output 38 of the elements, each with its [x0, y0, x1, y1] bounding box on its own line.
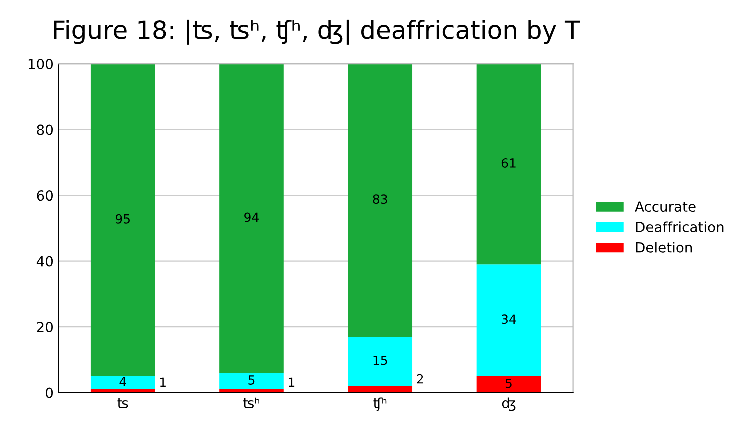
y-tick-label: 60: [37, 190, 54, 202]
data-label: 2: [417, 374, 424, 384]
bar: [348, 336, 413, 386]
bar: [476, 376, 542, 393]
x-tick-label: ʦ: [118, 398, 128, 408]
bar: [476, 264, 542, 376]
data-label: 83: [373, 194, 388, 204]
x-tick-label: ʦʰ: [244, 398, 260, 408]
bar: [348, 386, 413, 393]
bar: [220, 373, 284, 390]
data-label: 5: [506, 378, 512, 388]
y-tick-label: 100: [28, 59, 54, 70]
x-tick-label: ʧʰ: [374, 398, 387, 412]
bar: [220, 64, 284, 374]
bar: [348, 64, 413, 337]
bar: [90, 376, 156, 390]
chart-title: Figure 18: |ʦ, ʦʰ, ʧʰ, ʤ| deaffrication by T: [54, 20, 580, 45]
bar: [476, 64, 542, 265]
legend-label: Deaffrication: [636, 222, 724, 232]
legend-label: Accurate: [635, 202, 696, 212]
y-tick-label: 20: [37, 322, 54, 333]
bar: [220, 390, 284, 393]
y-tick-label: 40: [36, 256, 54, 267]
data-label: 94: [244, 212, 259, 222]
data-label: 95: [116, 214, 130, 224]
x-tick-label: ʤ: [502, 398, 516, 412]
data-label: 1: [160, 378, 166, 387]
y-tick-label: 0: [46, 388, 54, 398]
bar: [90, 390, 156, 393]
data-label: 61: [502, 158, 516, 168]
y-tick-label: 80: [37, 124, 54, 136]
legend-label: Deletion: [636, 242, 692, 253]
data-label: 34: [502, 314, 516, 324]
data-label: 1: [289, 378, 295, 387]
data-label: 4: [120, 377, 126, 386]
data-label: 5: [248, 376, 255, 385]
data-label: 15: [374, 356, 388, 366]
bar: [90, 64, 156, 376]
